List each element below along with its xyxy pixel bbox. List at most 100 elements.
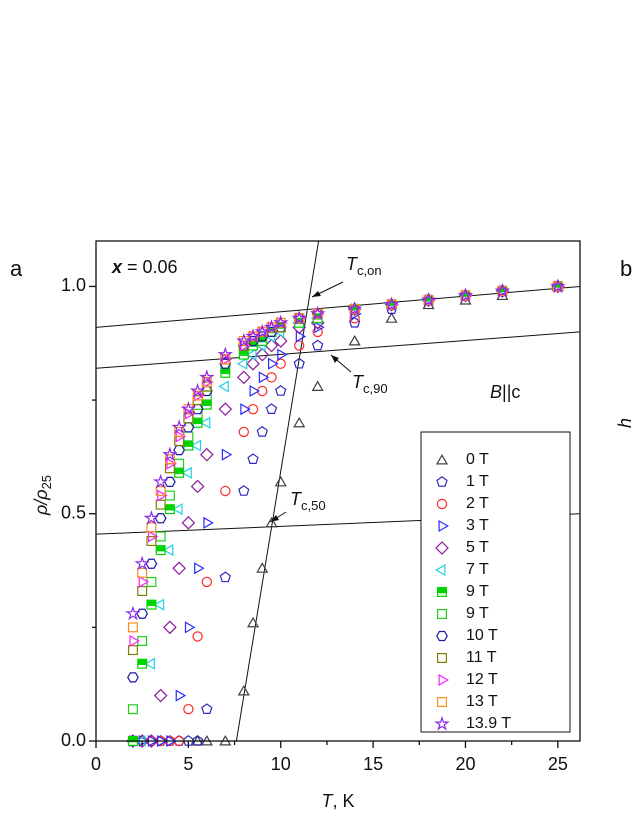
marker xyxy=(136,608,149,619)
marker xyxy=(268,357,279,370)
legend-label: 1 T xyxy=(466,473,489,490)
legend-label: 5 T xyxy=(466,539,489,556)
marker xyxy=(192,390,203,401)
marker xyxy=(183,703,194,715)
marker xyxy=(247,453,259,464)
marker xyxy=(273,334,288,348)
marker xyxy=(238,426,249,438)
marker xyxy=(272,314,289,330)
marker xyxy=(385,312,398,323)
marker xyxy=(435,453,449,465)
next-panel-label: b xyxy=(620,256,632,281)
marker xyxy=(265,403,278,414)
marker xyxy=(163,476,176,488)
marker xyxy=(220,354,231,365)
marker-fill xyxy=(165,504,175,511)
marker xyxy=(218,402,233,417)
marker xyxy=(134,555,150,571)
marker-fill xyxy=(193,418,203,425)
legend-item: 12 T xyxy=(438,671,498,688)
marker xyxy=(265,516,278,528)
marker xyxy=(437,652,448,663)
series xyxy=(125,278,566,621)
marker xyxy=(246,348,257,361)
y-tick-label: 0.5 xyxy=(61,502,86,522)
marker xyxy=(192,417,203,428)
legend-item: 9 T xyxy=(437,605,489,622)
marker xyxy=(189,382,206,398)
marker-fill xyxy=(128,736,138,743)
marker-fill xyxy=(257,336,267,343)
legend-label: 3 T xyxy=(466,517,489,534)
legend: 0 T 1 T 2 T 3 T 5 T 7 T 9 T 9 T 10 T 11 T 12 T 13 T… xyxy=(434,451,511,732)
marker xyxy=(293,416,306,428)
sample-variable: x xyxy=(111,257,123,277)
x-tick-label: 20 xyxy=(455,754,475,774)
marker-fill xyxy=(498,286,507,293)
legend-item: 3 T xyxy=(438,517,489,534)
marker xyxy=(146,599,157,610)
marker xyxy=(184,621,196,634)
legend-item: 0 T xyxy=(435,451,489,468)
arrow-head xyxy=(331,355,339,363)
marker xyxy=(221,448,233,461)
marker xyxy=(164,454,175,465)
x-axis-label: T, K xyxy=(321,791,354,811)
marker xyxy=(217,346,234,362)
marker xyxy=(238,485,250,496)
marker xyxy=(174,426,185,437)
marker xyxy=(236,370,251,385)
marker xyxy=(237,685,250,696)
marker xyxy=(146,522,157,533)
marker-fill xyxy=(461,291,470,297)
marker xyxy=(138,575,150,588)
plot-frame xyxy=(95,240,581,742)
sample-value: = 0.06 xyxy=(127,257,178,277)
marker xyxy=(154,513,167,524)
marker xyxy=(201,399,212,410)
marker xyxy=(201,376,212,387)
tc-symbol: T xyxy=(290,489,303,509)
marker xyxy=(152,473,169,489)
legend-label: 12 T xyxy=(466,671,498,688)
marker xyxy=(437,586,448,597)
marker xyxy=(147,530,159,543)
marker xyxy=(274,475,287,487)
marker xyxy=(162,544,174,557)
marker xyxy=(135,734,150,748)
marker xyxy=(144,734,159,748)
marker xyxy=(220,485,231,497)
marker xyxy=(312,339,324,351)
marker xyxy=(172,503,183,516)
marker xyxy=(383,296,400,312)
tc-subscript: c,90 xyxy=(363,381,388,396)
marker xyxy=(153,598,165,611)
legend-item: 13 T xyxy=(437,693,498,710)
marker xyxy=(437,696,448,707)
marker xyxy=(254,323,271,339)
marker xyxy=(245,328,261,344)
marker xyxy=(192,631,203,642)
marker xyxy=(295,330,307,343)
marker xyxy=(181,466,192,479)
x-axis-symbol: T xyxy=(321,791,334,811)
marker xyxy=(194,562,205,575)
marker xyxy=(218,380,229,393)
legend-label: 10 T xyxy=(466,627,498,644)
marker-fill xyxy=(147,600,156,606)
marker-fill xyxy=(183,441,193,447)
legend-item: 5 T xyxy=(435,539,489,556)
marker xyxy=(420,291,437,307)
next-panel-ylabel: h xyxy=(615,418,635,428)
x-tick-label: 10 xyxy=(271,754,291,774)
legend-item: 2 T xyxy=(436,495,489,512)
legend-item: 11 T xyxy=(437,649,497,666)
legend-item: 7 T xyxy=(434,561,489,578)
marker xyxy=(127,704,138,715)
fit-line xyxy=(235,241,320,741)
legend-label: 0 T xyxy=(466,451,489,468)
field-symbol: B xyxy=(490,382,502,402)
marker xyxy=(312,326,323,338)
marker xyxy=(246,356,260,371)
